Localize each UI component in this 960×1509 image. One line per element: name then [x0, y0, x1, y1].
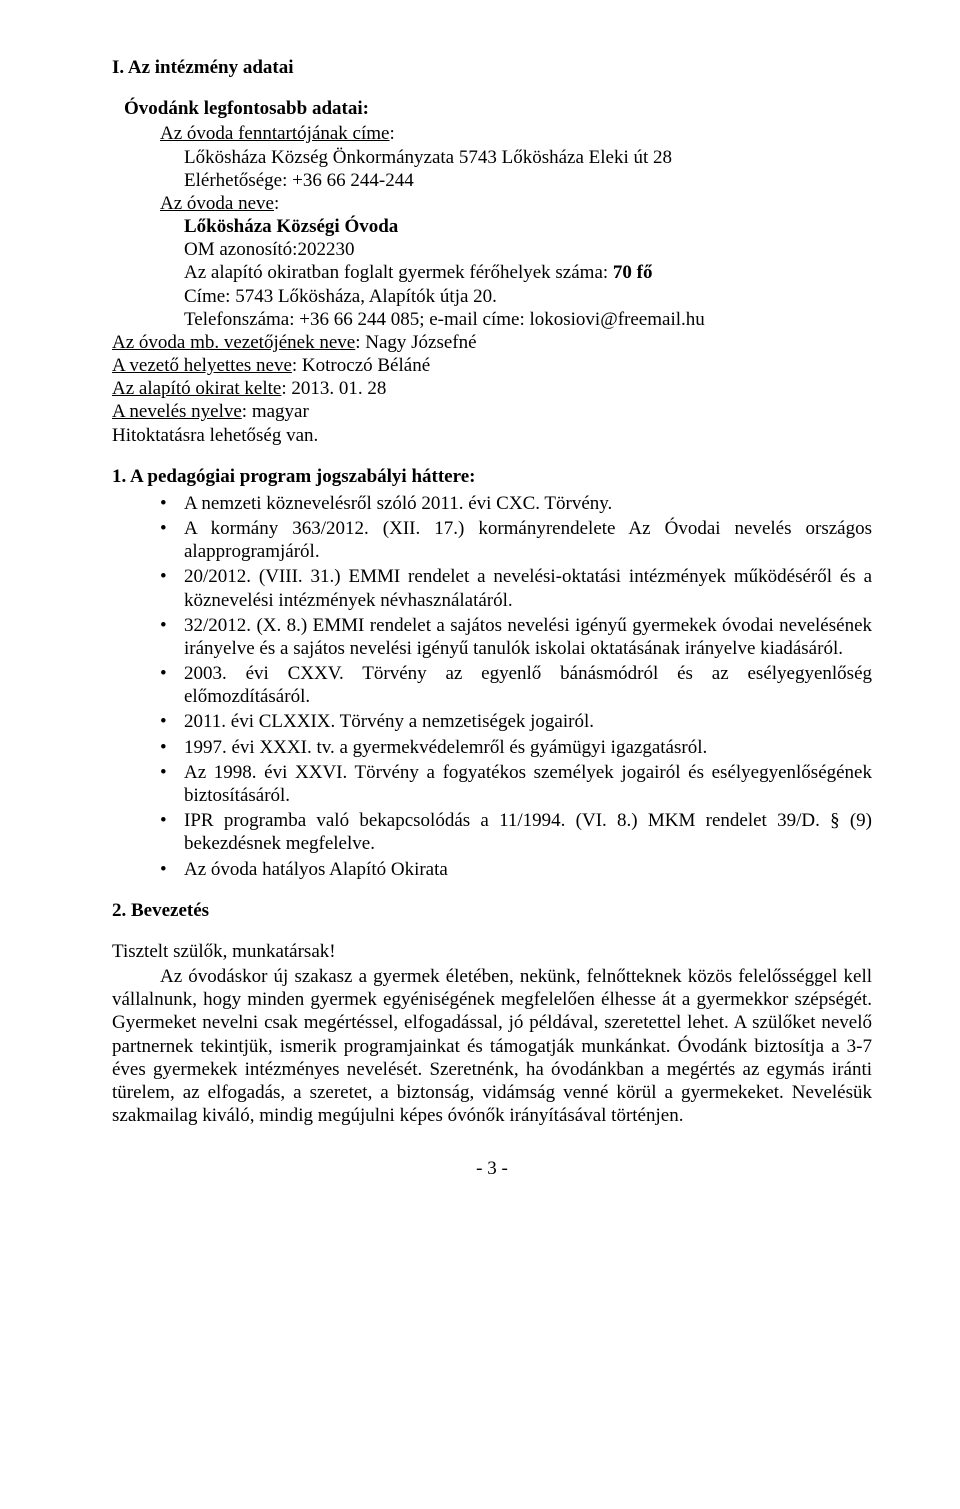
maintainer-line: Az óvoda fenntartójának címe: — [160, 122, 872, 145]
address-line: Címe: 5743 Lőkösháza, Alapítók útja 20. — [184, 285, 872, 308]
capacity-line: Az alapító okiratban foglalt gyermek fér… — [184, 261, 872, 284]
greeting: Tisztelt szülők, munkatársak! — [112, 940, 872, 963]
maintainer-colon: : — [389, 123, 394, 144]
deputy-label: A vezető helyettes neve — [112, 355, 292, 376]
deputy-line: A vezető helyettes neve: Kotroczó Béláné — [112, 354, 872, 377]
section-1-subheading: Óvodánk legfontosabb adatai: — [124, 97, 872, 120]
maintainer-contact: Elérhetősége: +36 66 244-244 — [184, 169, 872, 192]
maintainer-address: Lőkösháza Község Önkormányzata 5743 Lőkö… — [184, 146, 872, 169]
page-number: - 3 - — [112, 1157, 872, 1180]
leader-line: Az óvoda mb. vezetőjének neve: Nagy Józs… — [112, 331, 872, 354]
religion-line: Hitoktatásra lehetőség van. — [112, 424, 872, 447]
name-colon: : — [274, 193, 279, 214]
charter-date-label: Az alapító okirat kelte — [112, 378, 281, 399]
list-item: IPR programba való bekapcsolódás a 11/19… — [160, 809, 872, 855]
deputy-rest: : Kotroczó Béláné — [292, 355, 430, 376]
capacity-pre: Az alapító okiratban foglalt gyermek fér… — [184, 262, 613, 283]
legal-background-list: A nemzeti köznevelésről szóló 2011. évi … — [160, 492, 872, 881]
section-2-heading: 1. A pedagógiai program jogszabályi hátt… — [112, 465, 872, 488]
section-3-heading: 2. Bevezetés — [112, 899, 872, 922]
list-item: A kormány 363/2012. (XII. 17.) kormányre… — [160, 517, 872, 563]
language-label: A nevelés nyelve — [112, 401, 242, 422]
name-line: Az óvoda neve: — [160, 192, 872, 215]
list-item: 32/2012. (X. 8.) EMMI rendelet a sajátos… — [160, 614, 872, 660]
ovoda-name: Lőkösháza Községi Óvoda — [184, 215, 872, 238]
list-item: 1997. évi XXXI. tv. a gyermekvédelemről … — [160, 736, 872, 759]
capacity-bold: 70 fő — [613, 262, 653, 283]
list-item: Az 1998. évi XXVI. Törvény a fogyatékos … — [160, 761, 872, 807]
maintainer-label: Az óvoda fenntartójának címe — [160, 123, 389, 144]
leader-rest: : Nagy Józsefné — [355, 332, 476, 353]
charter-date-rest: : 2013. 01. 28 — [281, 378, 386, 399]
list-item: 2003. évi CXXV. Törvény az egyenlő bánás… — [160, 662, 872, 708]
language-rest: : magyar — [242, 401, 309, 422]
leader-label: Az óvoda mb. vezetőjének neve — [112, 332, 355, 353]
intro-paragraph: Az óvodáskor új szakasz a gyermek életéb… — [112, 965, 872, 1127]
phone-email-line: Telefonszáma: +36 66 244 085; e-mail cím… — [184, 308, 872, 331]
section-1-heading: I. Az intézmény adatai — [112, 56, 872, 79]
om-id: OM azonosító:202230 — [184, 238, 872, 261]
list-item: A nemzeti köznevelésről szóló 2011. évi … — [160, 492, 872, 515]
language-line: A nevelés nyelve: magyar — [112, 400, 872, 423]
list-item: 2011. évi CLXXIX. Törvény a nemzetiségek… — [160, 710, 872, 733]
list-item: 20/2012. (VIII. 31.) EMMI rendelet a nev… — [160, 565, 872, 611]
charter-date-line: Az alapító okirat kelte: 2013. 01. 28 — [112, 377, 872, 400]
name-label: Az óvoda neve — [160, 193, 274, 214]
list-item: Az óvoda hatályos Alapító Okirata — [160, 858, 872, 881]
